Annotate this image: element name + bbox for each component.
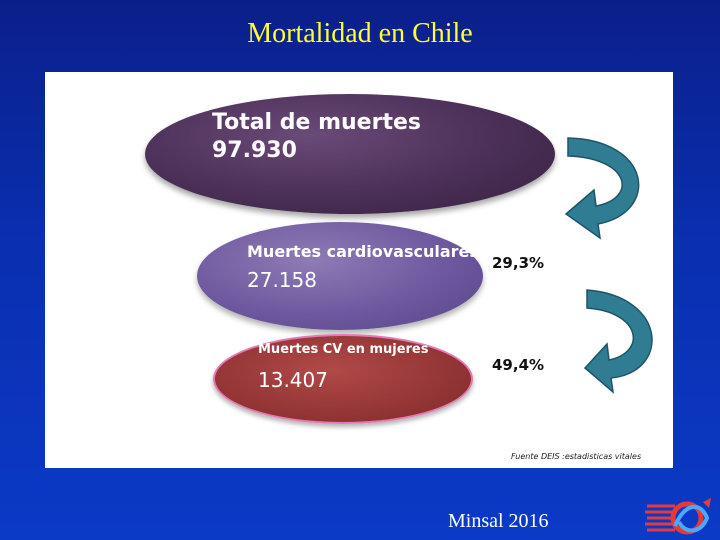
women-cv-deaths-ellipse <box>213 334 473 424</box>
curved-arrow-2-icon <box>583 289 653 394</box>
cardiovascular-deaths-value: 27.158 <box>247 268 317 292</box>
footer-source: Minsal 2016 <box>448 510 549 532</box>
cardiovascular-deaths-ellipse <box>197 222 483 330</box>
source-note: Fuente DEIS :estadisticas vitales <box>511 452 642 461</box>
slide-title: Mortalidad en Chile <box>247 18 473 49</box>
total-deaths-label: Total de muertes <box>212 110 421 135</box>
curved-arrow-1-icon <box>564 137 640 240</box>
cardiovascular-deaths-label: Muertes cardiovasculares <box>247 242 479 261</box>
women-cv-percent: 49,4% <box>492 356 545 374</box>
women-cv-deaths-label: Muertes CV en mujeres <box>258 342 429 357</box>
society-logo-icon <box>645 498 711 535</box>
diagram-panel: Total de muertes 97.930 Muertes cardiova… <box>45 72 673 468</box>
women-cv-deaths-value: 13.407 <box>258 368 328 392</box>
total-deaths-ellipse <box>145 94 555 214</box>
total-deaths-value: 97.930 <box>212 138 297 163</box>
cardiovascular-percent: 29,3% <box>492 254 545 272</box>
